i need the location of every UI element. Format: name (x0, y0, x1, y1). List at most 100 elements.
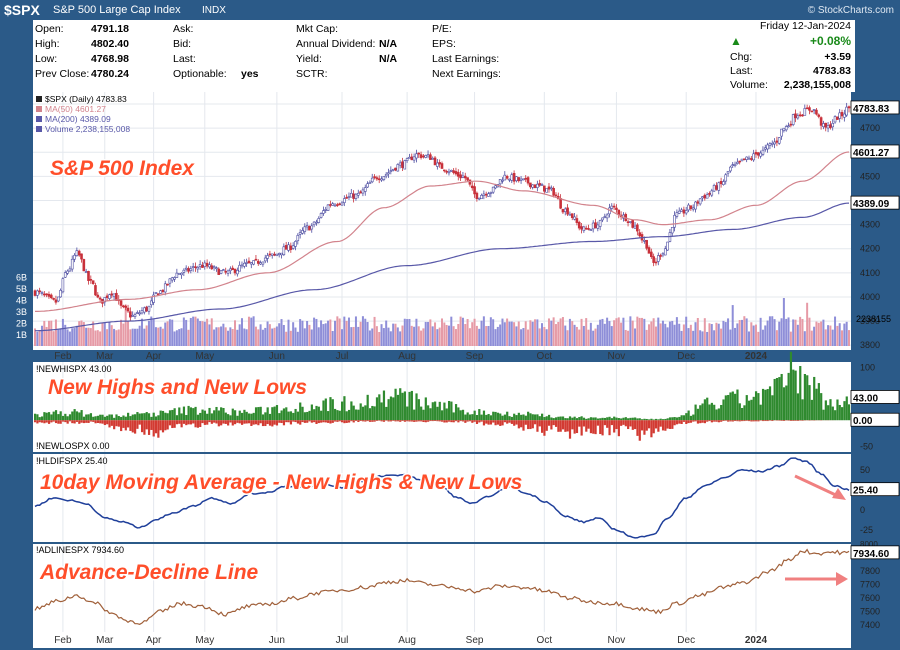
candle-body (361, 189, 365, 194)
volume-bar (131, 328, 134, 346)
brand-watermark[interactable]: © StockCharts.com (807, 5, 894, 16)
candle-body (80, 253, 83, 260)
volume-bar (231, 329, 234, 346)
new-lows-bar (54, 420, 58, 424)
new-highs-bar (359, 403, 362, 421)
candle-body (796, 115, 800, 119)
new-lows-bar (782, 420, 786, 421)
volume-bar (745, 318, 748, 346)
candle-body (222, 269, 225, 271)
new-lows-bar (685, 420, 688, 424)
volume-bar (820, 321, 823, 346)
new-highs-bar (278, 413, 281, 421)
volume-bar (578, 329, 581, 346)
new-lows-bar (68, 420, 72, 422)
new-lows-bar (361, 420, 365, 422)
candle-body (754, 152, 758, 155)
new-lows-bar (664, 420, 667, 431)
new-lows-bar (38, 420, 41, 423)
new-lows-bar (792, 420, 795, 421)
price-panel[interactable] (33, 92, 851, 350)
new-highs-bar (506, 411, 509, 421)
candle-body (43, 293, 46, 296)
new-highs-bar (747, 400, 751, 421)
new-highs-bar (361, 406, 365, 421)
new-highs-bar (761, 388, 765, 421)
volume-bar (201, 321, 204, 346)
new-highs-bar (231, 408, 234, 421)
new-highs-bar (254, 407, 258, 421)
new-highs-bar (259, 406, 262, 421)
new-lows-bar (727, 420, 730, 422)
new-lows-bar (175, 420, 179, 425)
volume-bar (703, 318, 706, 346)
volume-bar (508, 321, 511, 346)
volume-bar (36, 331, 39, 346)
new-lows-bar (794, 420, 797, 421)
candle-body (238, 264, 241, 272)
adline-panel[interactable] (33, 544, 851, 632)
candle-body (189, 268, 193, 271)
new-lows-bar (266, 420, 269, 425)
volume-bar (454, 329, 457, 346)
new-lows-bar (50, 420, 53, 423)
quote-last-label: Last: (173, 53, 196, 65)
new-highs-bar (815, 388, 818, 421)
candle-body (149, 300, 153, 306)
month-tick-label: Mar (96, 351, 114, 362)
candle-body (152, 294, 155, 303)
candle-body (254, 258, 258, 261)
volume-bar (347, 317, 350, 346)
new-highs-bar (659, 418, 662, 421)
volume-bar (213, 329, 216, 346)
new-highs-bar (213, 410, 216, 421)
new-highs-bar (40, 416, 44, 421)
new-highs-bar (834, 410, 837, 421)
new-highs-bar (645, 418, 648, 421)
new-lows-bar (52, 420, 55, 422)
new-highs-bar (450, 401, 453, 421)
ma10-axis-label: 0 (860, 505, 865, 515)
volume-bar (113, 328, 116, 346)
candle-body (633, 225, 637, 229)
title-bar: $SPX S&P 500 Large Cap Index INDX © Stoc… (0, 0, 900, 20)
new-highs-bar (568, 416, 572, 421)
candle-body (629, 221, 632, 223)
legend-swatch (36, 96, 42, 102)
nl-last-label: 0.00 (853, 416, 873, 427)
volume-bar (485, 326, 488, 346)
ma10-panel[interactable] (33, 454, 851, 542)
bottom-month-label: Jul (336, 635, 349, 646)
new-highs-bar (496, 412, 500, 421)
new-highs-bar (273, 406, 276, 421)
candle-body (540, 184, 544, 186)
quote-eps-label: EPS: (432, 38, 456, 50)
volume-bar (189, 317, 192, 346)
new-lows-bar (359, 420, 362, 422)
ma10-legend: !HLDIFSPX 25.40 (36, 456, 108, 466)
volume-bar (564, 325, 567, 346)
volume-bar (210, 318, 213, 346)
new-highs-bar (673, 417, 676, 421)
new-highs-bar (215, 406, 218, 421)
new-lows-bar (527, 420, 530, 430)
new-highs-bar (208, 407, 211, 421)
symbol[interactable]: $SPX (4, 2, 40, 18)
volume-bar (124, 304, 127, 346)
volume-bar (731, 305, 734, 346)
new-lows-bar (245, 420, 248, 424)
new-lows-bar (187, 420, 190, 425)
new-lows-bar (545, 420, 548, 431)
new-highs-bar (743, 405, 746, 421)
candle-body (452, 170, 455, 173)
new-highs-bar (757, 393, 760, 421)
volume-bar (345, 320, 348, 346)
new-highs-bar (87, 414, 90, 421)
candle-body (501, 179, 504, 182)
candle-body (217, 268, 221, 275)
new-highs-bar (624, 417, 627, 421)
new-lows-bar (464, 420, 467, 423)
candle-body (805, 107, 809, 110)
candle-body (510, 174, 514, 181)
volume-bar (657, 317, 660, 346)
